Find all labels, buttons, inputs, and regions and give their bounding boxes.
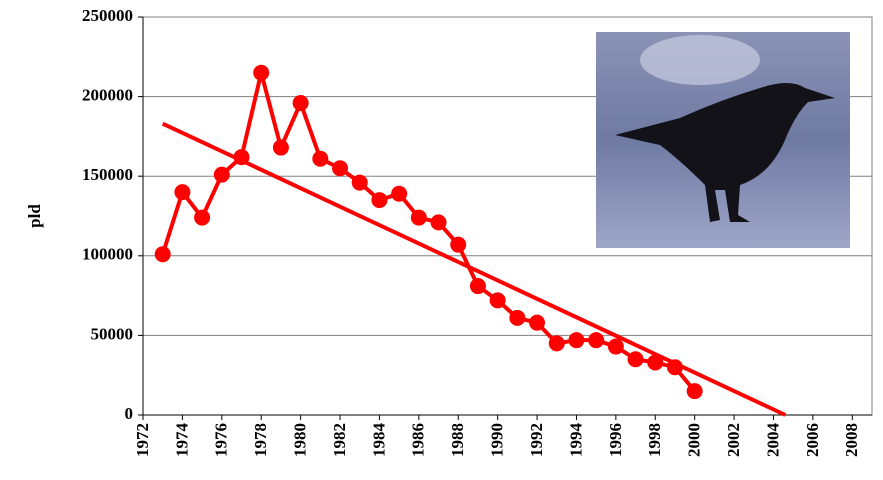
data-point [233,149,250,166]
data-point [509,309,526,326]
x-tick-label: 1976 [212,423,231,457]
data-point [469,278,486,295]
x-tick-label: 1980 [291,423,310,457]
data-point [312,150,329,167]
x-tick-label: 1974 [172,423,191,458]
data-point [607,338,624,355]
x-tick-label: 2002 [724,423,743,457]
data-point [391,185,408,202]
y-tick-label: 50000 [91,324,134,343]
data-point [666,359,683,376]
data-point [194,209,211,226]
data-point [647,354,664,371]
y-tick-label: 150000 [82,165,133,184]
photo [596,32,850,248]
data-point [351,174,368,191]
data-line [160,72,697,393]
data-point [253,64,270,81]
data-point [529,314,546,331]
x-tick-label: 1988 [448,423,467,457]
x-tick-label: 2008 [842,423,861,457]
data-point [371,192,388,209]
data-point [174,184,191,201]
x-tick-label: 2006 [803,423,822,457]
x-tick-label: 1996 [606,423,625,457]
y-tick-label: 0 [125,404,134,423]
x-tick-label: 2000 [685,423,704,457]
data-point [548,335,565,352]
data-point [568,332,585,349]
x-tick-label: 1992 [527,423,546,457]
data-point [292,94,309,111]
y-axis-label: pld [25,204,44,228]
data-point [410,209,427,226]
data-point [154,246,171,263]
x-tick-label: 2004 [763,423,782,458]
x-tick-label: 1990 [488,423,507,457]
x-tick-label: 1978 [251,423,270,457]
x-tick-label: 1982 [330,423,349,457]
x-tick-label: 1994 [566,423,585,458]
y-tick-label: 200000 [82,86,133,105]
y-tick-label: 100000 [82,245,133,264]
data-point [588,332,605,349]
data-point [450,236,467,253]
data-point [627,351,644,368]
data-point [213,166,230,183]
x-tick-label: 1986 [409,423,428,457]
data-point [430,214,447,231]
y-tick-label: 250000 [82,6,133,25]
x-tick-label: 1998 [645,423,664,457]
data-point [272,139,289,156]
x-tick-label: 1972 [133,423,152,457]
data-point [686,383,703,400]
data-point [332,160,349,177]
x-tick-label: 1984 [369,423,388,458]
data-point [489,292,506,309]
